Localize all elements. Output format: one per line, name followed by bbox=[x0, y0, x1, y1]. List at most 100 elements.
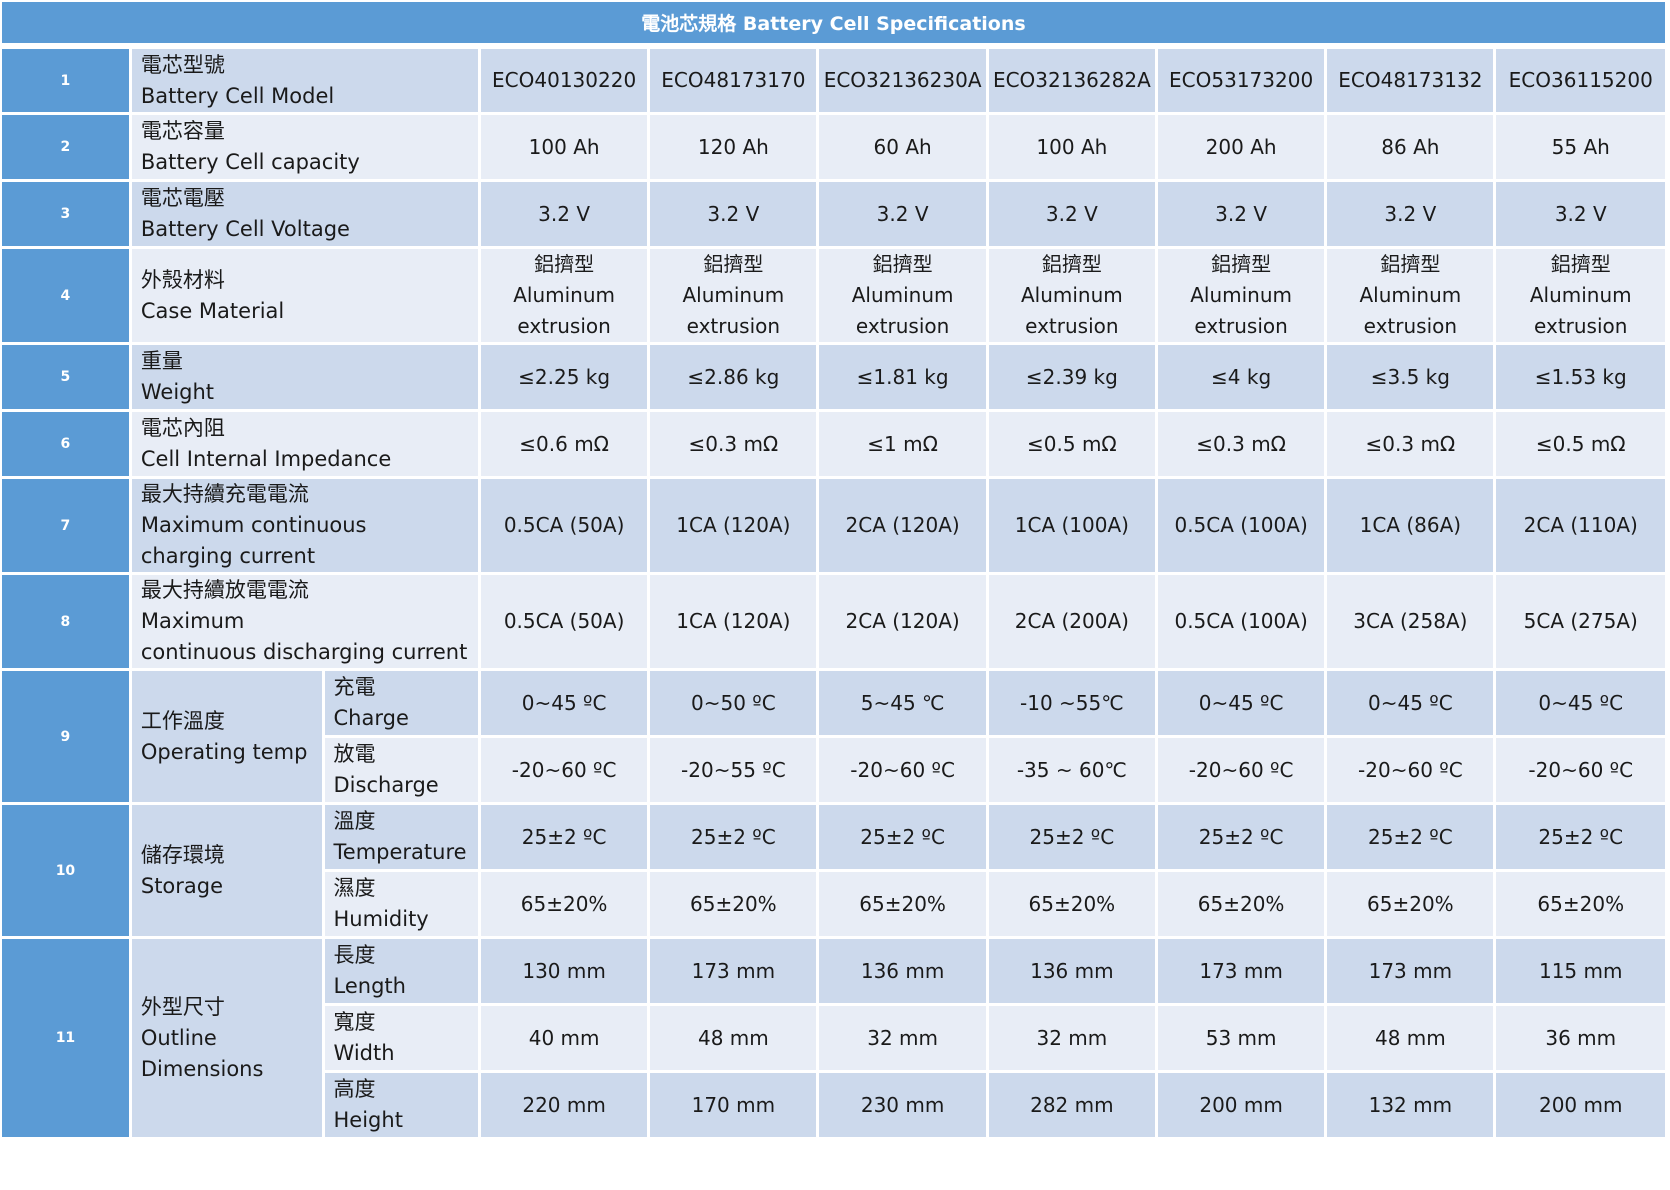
label-zh: 外殼材料 bbox=[140, 267, 225, 292]
row-dimension-length: 11 外型尺寸 Outline Dimensions 長度 Length 130… bbox=[2, 939, 1668, 1140]
row-number: 6 bbox=[2, 412, 132, 479]
value-cell: 1CA (120A) bbox=[650, 575, 820, 671]
value-cell: 3.2 V bbox=[819, 182, 989, 249]
value-cell: 173 mm bbox=[1327, 939, 1497, 1006]
row-label: 電芯型號 Battery Cell Model bbox=[131, 49, 481, 115]
sub-label-en: Charge bbox=[333, 706, 409, 730]
sub-label-en: Height bbox=[333, 1108, 403, 1132]
value-cell: ≤3.5 kg bbox=[1327, 345, 1497, 412]
row-impedance: 6 電芯內阻 Cell Internal Impedance ≤0.6 mΩ ≤… bbox=[2, 412, 1668, 479]
value-cell: 173 mm bbox=[1157, 939, 1328, 1006]
value-cell: 200 Ah bbox=[1157, 115, 1328, 182]
value-cell: 32 mm bbox=[819, 1006, 989, 1073]
label-zh: 重量 bbox=[140, 349, 183, 373]
label-en: Outline bbox=[140, 1025, 217, 1050]
row-label: 最大持續放電電流 Maximum continuous discharging … bbox=[131, 575, 481, 671]
value-en: extrusion bbox=[855, 314, 950, 338]
value-cell: 3.2 V bbox=[650, 182, 820, 249]
label-en: Weight bbox=[140, 380, 215, 404]
value-cell: 60 Ah bbox=[819, 115, 989, 182]
value-cell: 鋁擠型 Aluminum extrusion bbox=[988, 249, 1158, 345]
value-cell: 136 mm bbox=[819, 939, 989, 1006]
row-number: 11 bbox=[2, 939, 132, 1140]
value-cell: 230 mm bbox=[819, 1073, 989, 1140]
value-cell: 220 mm bbox=[480, 1073, 651, 1140]
value-zh: 鋁擠型 bbox=[1550, 252, 1611, 276]
value-cell: 0~45 ºC bbox=[1327, 671, 1497, 738]
value-cell: ≤2.39 kg bbox=[988, 345, 1158, 412]
value-zh: 鋁擠型 bbox=[534, 252, 595, 276]
value-zh: 鋁擠型 bbox=[703, 252, 764, 276]
value-cell: 100 Ah bbox=[988, 115, 1158, 182]
value-cell: 65±20% bbox=[1157, 872, 1328, 939]
value-en: Aluminum bbox=[1359, 283, 1462, 307]
row-capacity: 2 電芯容量 Battery Cell capacity 100 Ah 120 … bbox=[2, 115, 1668, 182]
sub-label-en: Width bbox=[333, 1041, 395, 1065]
row-number: 1 bbox=[2, 49, 132, 115]
value-cell: 0~45 ºC bbox=[1496, 671, 1668, 738]
value-cell: -20~60 ºC bbox=[480, 738, 651, 805]
label-zh: 電芯容量 bbox=[140, 119, 225, 143]
value-cell: ≤0.3 mΩ bbox=[1157, 412, 1328, 479]
value-cell: 25±2 ºC bbox=[988, 805, 1158, 872]
value-cell: 65±20% bbox=[819, 872, 989, 939]
value-cell: 鋁擠型 Aluminum extrusion bbox=[1327, 249, 1497, 345]
label-en: Battery Cell Model bbox=[140, 83, 335, 108]
value-cell: ≤1.81 kg bbox=[819, 345, 989, 412]
sub-label: 長度 Length bbox=[324, 939, 481, 1006]
row-weight: 5 重量 Weight ≤2.25 kg ≤2.86 kg ≤1.81 kg ≤… bbox=[2, 345, 1668, 412]
row-label: 重量 Weight bbox=[131, 345, 481, 412]
label-en: Maximum bbox=[140, 609, 245, 633]
value-cell: ≤0.5 mΩ bbox=[988, 412, 1158, 479]
value-en: extrusion bbox=[1534, 314, 1628, 338]
sub-label: 溫度 Temperature bbox=[324, 805, 481, 872]
value-cell: 鋁擠型 Aluminum extrusion bbox=[1157, 249, 1328, 345]
row-charge-current: 7 最大持續充電電流 Maximum continuous charging c… bbox=[2, 479, 1668, 575]
battery-spec-table: 電池芯規格 Battery Cell Specifications 1 電芯型號… bbox=[2, 2, 1668, 1140]
row-operating-temp-discharge: 放電 Discharge -20~60 ºC -20~55 ºC -20~60 … bbox=[2, 738, 1668, 805]
label-en: charging current bbox=[140, 544, 316, 568]
value-cell: 0.5CA (100A) bbox=[1157, 575, 1328, 671]
label-en: Storage bbox=[140, 873, 224, 898]
row-number: 10 bbox=[2, 805, 132, 939]
value-cell: 3.2 V bbox=[988, 182, 1158, 249]
value-zh: 鋁擠型 bbox=[1041, 252, 1102, 276]
value-cell: 2CA (110A) bbox=[1496, 479, 1668, 575]
label-en: continuous discharging current bbox=[140, 640, 468, 664]
value-cell: 130 mm bbox=[480, 939, 651, 1006]
sub-label-zh: 溫度 bbox=[333, 809, 376, 833]
label-zh: 儲存環境 bbox=[140, 842, 225, 867]
model-cell: ECO40130220 bbox=[480, 49, 651, 115]
value-cell: 282 mm bbox=[988, 1073, 1158, 1140]
value-cell: 170 mm bbox=[650, 1073, 820, 1140]
sub-label-en: Length bbox=[333, 974, 406, 998]
sub-label-zh: 長度 bbox=[333, 943, 376, 967]
row-number: 3 bbox=[2, 182, 132, 249]
value-cell: ≤0.3 mΩ bbox=[1327, 412, 1497, 479]
value-cell: 0.5CA (50A) bbox=[480, 575, 651, 671]
sub-label: 充電 Charge bbox=[324, 671, 481, 738]
value-cell: ≤1.53 kg bbox=[1496, 345, 1668, 412]
sub-label: 放電 Discharge bbox=[324, 738, 481, 805]
value-zh: 鋁擠型 bbox=[872, 252, 933, 276]
sub-label-zh: 放電 bbox=[333, 742, 376, 766]
value-cell: ≤0.3 mΩ bbox=[650, 412, 820, 479]
row-operating-temp-charge: 9 工作溫度 Operating temp 充電 Charge 0~45 ºC … bbox=[2, 671, 1668, 805]
value-cell: 136 mm bbox=[988, 939, 1158, 1006]
value-cell: -20~55 ºC bbox=[650, 738, 820, 805]
value-cell: ≤2.86 kg bbox=[650, 345, 820, 412]
value-cell: 2CA (120A) bbox=[819, 575, 989, 671]
value-en: Aluminum bbox=[1529, 283, 1632, 307]
sub-label-en: Humidity bbox=[333, 907, 429, 931]
value-cell: ≤4 kg bbox=[1157, 345, 1328, 412]
value-en: extrusion bbox=[517, 314, 611, 338]
value-cell: 3.2 V bbox=[1327, 182, 1497, 249]
value-cell: 53 mm bbox=[1157, 1006, 1328, 1073]
value-cell: 2CA (120A) bbox=[819, 479, 989, 575]
row-dimension-width: 寬度 Width 40 mm 48 mm 32 mm 32 mm 53 mm 4… bbox=[2, 1006, 1668, 1073]
label-zh: 最大持續充電電流 bbox=[140, 482, 309, 506]
value-cell: 25±2 ºC bbox=[1496, 805, 1668, 872]
value-cell: -35 ~ 60℃ bbox=[988, 738, 1158, 805]
label-en: Battery Cell Voltage bbox=[140, 217, 350, 241]
value-cell: ≤1 mΩ bbox=[819, 412, 989, 479]
